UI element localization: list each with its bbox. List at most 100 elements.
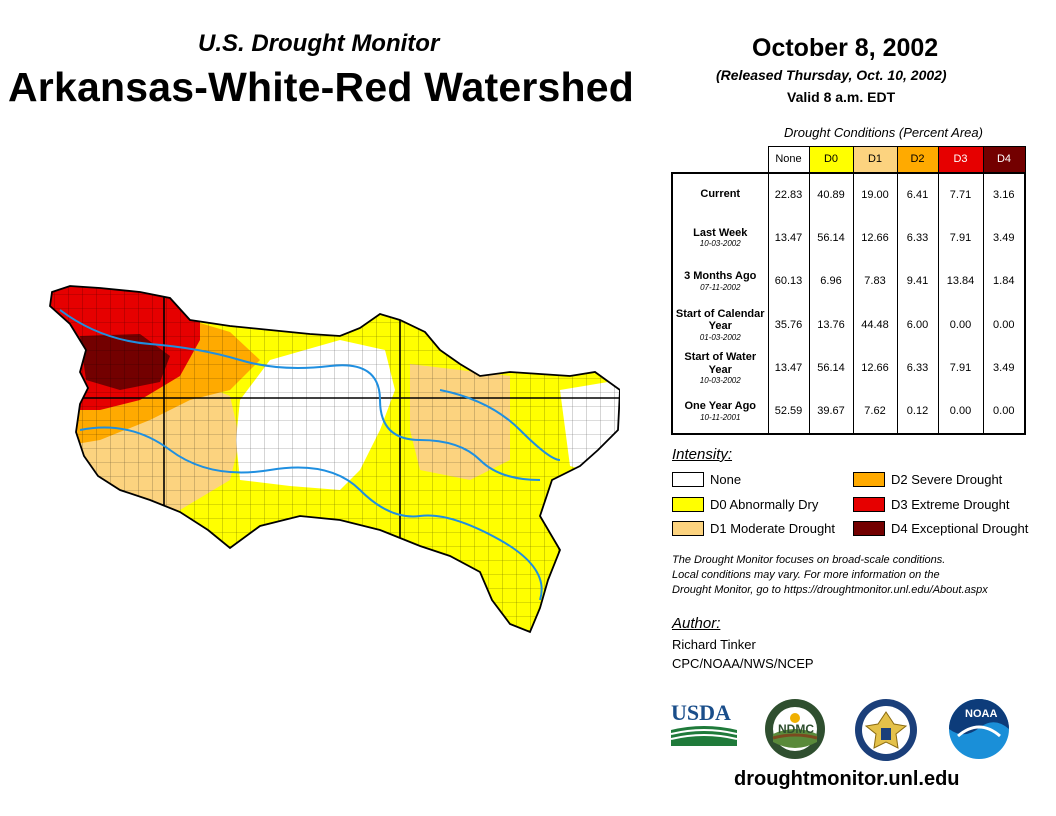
table-row: 3 Months Ago 07-11-2002 60.13 6.96 7.83 9.41 1… <box>671 259 1026 303</box>
release-date: (Released Thursday, Oct. 10, 2002) <box>716 67 947 83</box>
table-cell: 1.84 <box>982 259 1026 303</box>
drought-conditions-table: None D0 D1 D2 D3 D4 Current 22.83 40.89 19.00 6.41… <box>671 146 1026 435</box>
legend-label: D4 Exceptional Drought <box>891 521 1029 536</box>
row-date: 10-03-2002 <box>699 239 741 249</box>
noaa-logo: NOAA <box>948 698 1010 760</box>
legend-label: D2 Severe Drought <box>891 472 1003 487</box>
map-title: Arkansas-White-Red Watershed <box>8 64 635 110</box>
table-cell: 0.00 <box>982 390 1026 435</box>
state-borders <box>50 286 620 580</box>
table-cell: 6.33 <box>896 346 939 390</box>
table-cell: 9.41 <box>896 259 939 303</box>
disclaimer-note: The Drought Monitor focuses on broad-sca… <box>672 554 988 596</box>
legend-label: D3 Extreme Drought <box>891 497 1010 512</box>
watershed-drought-map <box>49 285 620 634</box>
column-header: D4 <box>982 146 1026 173</box>
table-cell: 0.00 <box>982 303 1026 347</box>
table-cell: 13.76 <box>808 303 854 347</box>
table-cell: 22.83 <box>767 171 810 216</box>
legend-swatch <box>672 521 704 536</box>
table-cell: 0.00 <box>937 303 984 347</box>
table-cell: 13.47 <box>767 346 810 390</box>
legend-swatch <box>853 472 885 487</box>
table-cell: 7.91 <box>937 346 984 390</box>
row-date: 01-03-2002 <box>699 332 741 342</box>
table-cell: 13.47 <box>767 216 810 260</box>
legend-item: D1 Moderate Drought <box>672 521 835 536</box>
table-cell: 39.67 <box>808 390 854 435</box>
table-cell: 6.96 <box>808 259 854 303</box>
footer-url: droughtmonitor.unl.edu <box>734 768 960 790</box>
usda-logo-text: USDA <box>671 700 731 725</box>
legend-swatch <box>853 497 885 512</box>
row-label: Start of Water Year 10-03-2002 <box>671 346 769 390</box>
table-cell: 0.12 <box>896 390 939 435</box>
column-header: D0 <box>808 146 854 173</box>
legend-swatch <box>672 497 704 512</box>
legend-item: None <box>672 472 741 487</box>
legend-swatch <box>853 521 885 536</box>
legend-title: Intensity: <box>672 446 733 463</box>
author-title: Author: <box>672 615 721 632</box>
table-cell: 19.00 <box>852 171 898 216</box>
table-row: Current 22.83 40.89 19.00 6.41 7.71 3.16 <box>671 171 1026 216</box>
table-cell: 6.33 <box>896 216 939 260</box>
conditions-title: Drought Conditions (Percent Area) <box>784 125 983 140</box>
table-cell: 35.76 <box>767 303 810 347</box>
author-org: CPC/NOAA/NWS/NCEP <box>672 656 814 671</box>
ndmc-logo-text: NDMC <box>778 722 814 736</box>
table-cell: 52.59 <box>767 390 810 435</box>
table-cell: 6.00 <box>896 303 939 347</box>
table-cell: 3.49 <box>982 216 1026 260</box>
table-row: One Year Ago 10-11-2001 52.59 39.67 7.62 0.12… <box>671 390 1026 435</box>
table-corner <box>672 147 768 173</box>
row-date: 07-11-2002 <box>700 282 741 292</box>
river-arkansas <box>59 309 541 481</box>
map-date: October 8, 2002 <box>752 34 939 62</box>
table-cell: 6.41 <box>896 171 939 216</box>
legend-item: D2 Severe Drought <box>853 472 1002 487</box>
table-cell: 12.66 <box>852 346 898 390</box>
valid-time: Valid 8 a.m. EDT <box>787 89 896 105</box>
table-cell: 0.00 <box>937 390 984 435</box>
column-header: D2 <box>896 146 939 173</box>
ndmc-logo: NDMC <box>762 698 828 760</box>
usda-logo: USDA <box>670 700 738 748</box>
row-label: 3 Months Ago 07-11-2002 <box>671 259 769 303</box>
map-subtitle: U.S. Drought Monitor <box>198 30 440 57</box>
table-cell: 7.83 <box>852 259 898 303</box>
row-label: Current <box>671 171 769 216</box>
column-header: D3 <box>937 146 984 173</box>
table-cell: 7.91 <box>937 216 984 260</box>
noaa-logo-text: NOAA <box>965 708 998 720</box>
table-row: Start of Water Year 10-03-2002 13.47 56.14 1… <box>671 346 1026 390</box>
legend-label: None <box>710 472 742 487</box>
table-row: Last Week 10-03-2002 13.47 56.14 12.66 6.33 7.… <box>671 216 1026 260</box>
table-cell: 3.49 <box>982 346 1026 390</box>
table-cell: 56.14 <box>808 346 854 390</box>
river-red <box>79 426 543 601</box>
river-white <box>439 389 561 461</box>
legend-item: D3 Extreme Drought <box>853 497 1010 512</box>
county-lines <box>50 286 620 632</box>
legend-label: D0 Abnormally Dry <box>710 497 819 512</box>
table-cell: 13.84 <box>937 259 984 303</box>
column-header: None <box>767 146 810 173</box>
table-cell: 60.13 <box>767 259 810 303</box>
author-name: Richard Tinker <box>672 637 756 652</box>
table-cell: 44.48 <box>852 303 898 347</box>
row-label: Last Week 10-03-2002 <box>671 216 769 260</box>
row-label: Start of Calendar Year 01-03-2002 <box>671 303 769 347</box>
row-date: 10-03-2002 <box>699 376 741 386</box>
watershed-outline <box>49 285 620 634</box>
legend-item: D0 Abnormally Dry <box>672 497 818 512</box>
row-date: 10-11-2001 <box>700 412 741 422</box>
row-label: One Year Ago 10-11-2001 <box>671 390 769 435</box>
table-cell: 3.16 <box>982 171 1026 216</box>
table-cell: 12.66 <box>852 216 898 260</box>
column-header: D1 <box>852 146 898 173</box>
legend-swatch <box>672 472 704 487</box>
table-cell: 40.89 <box>808 171 854 216</box>
commerce-seal-logo <box>854 698 918 762</box>
table-cell: 7.71 <box>937 171 984 216</box>
